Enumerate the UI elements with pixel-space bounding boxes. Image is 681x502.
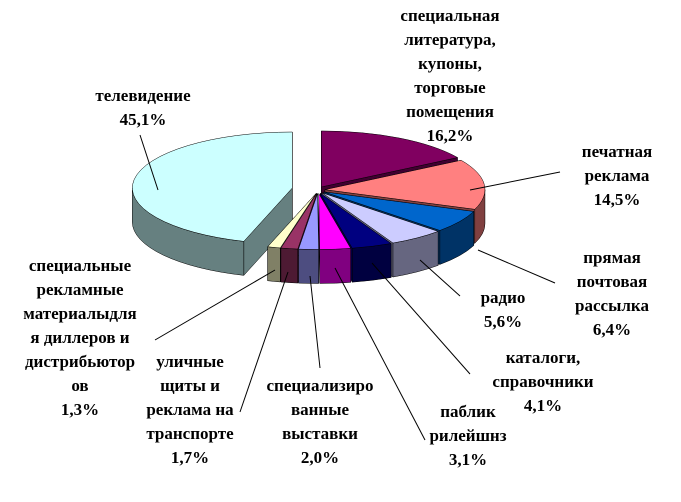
leader-line	[334, 267, 426, 441]
category-label: прямая почтовая рассылка	[575, 248, 649, 315]
leader-line	[154, 269, 276, 341]
slice	[321, 130, 459, 188]
category-label: радио	[480, 288, 526, 307]
slice	[320, 193, 392, 249]
slice-side	[319, 248, 351, 284]
value-label: 16,2%	[426, 126, 474, 145]
value-label: 2,0%	[300, 448, 340, 467]
value-label: 3,1%	[448, 450, 488, 469]
slice	[322, 192, 439, 244]
leader-line	[469, 171, 561, 191]
slice-label: печатная реклама 14,5%	[582, 140, 652, 212]
slice-side	[298, 248, 319, 284]
value-label: 6,4%	[592, 320, 632, 339]
slice	[318, 192, 352, 250]
slice-label: радио 5,6%	[481, 286, 526, 334]
leader-line	[139, 134, 159, 191]
slice-label: прямая почтовая рассылка 6,4%	[575, 246, 649, 342]
slice	[298, 193, 319, 250]
leader-line	[371, 262, 471, 375]
leader-line	[309, 275, 321, 369]
slice-side	[351, 243, 392, 283]
slice-label: специальная литература, купоны, торговые…	[400, 4, 499, 148]
slice-label: каталоги, справочники 4,1%	[492, 346, 593, 418]
slice	[132, 131, 293, 242]
category-label: телевидение	[95, 86, 191, 105]
value-label: 45,1%	[119, 110, 167, 129]
category-label: печатная реклама	[581, 142, 653, 185]
category-label: специальные рекламные материалыдля я дил…	[23, 256, 137, 395]
value-label: 4,1%	[523, 396, 563, 415]
category-label: специальная литература, купоны, торговые…	[400, 6, 500, 121]
slice	[280, 193, 318, 250]
value-label: 14,5%	[593, 190, 641, 209]
slice-side	[267, 246, 281, 283]
value-label: 1,3%	[60, 400, 100, 419]
slice-label: телевидение 45,1%	[95, 84, 190, 132]
slice-label: специальные рекламные материалыдля я дил…	[23, 254, 136, 422]
category-label: каталоги, справочники	[492, 348, 594, 391]
leader-line	[477, 249, 556, 284]
leader-line	[419, 259, 461, 297]
slice	[323, 191, 475, 231]
slice	[324, 159, 486, 210]
slice-label: паблик рилейшнз 3,1%	[429, 400, 506, 472]
category-label: специализиро ванные выставки	[266, 376, 374, 443]
slice-label: уличные щиты и реклама на транспорте 1,7%	[146, 350, 233, 470]
category-label: паблик рилейшнз	[429, 402, 507, 445]
slice	[267, 193, 317, 249]
value-label: 1,7%	[170, 448, 210, 467]
leader-line	[239, 271, 289, 413]
value-label: 5,6%	[483, 312, 523, 331]
slice-label: специализиро ванные выставки 2,0%	[266, 374, 373, 470]
slice-side	[280, 247, 298, 284]
category-label: уличные щиты и реклама на транспорте	[146, 352, 234, 443]
